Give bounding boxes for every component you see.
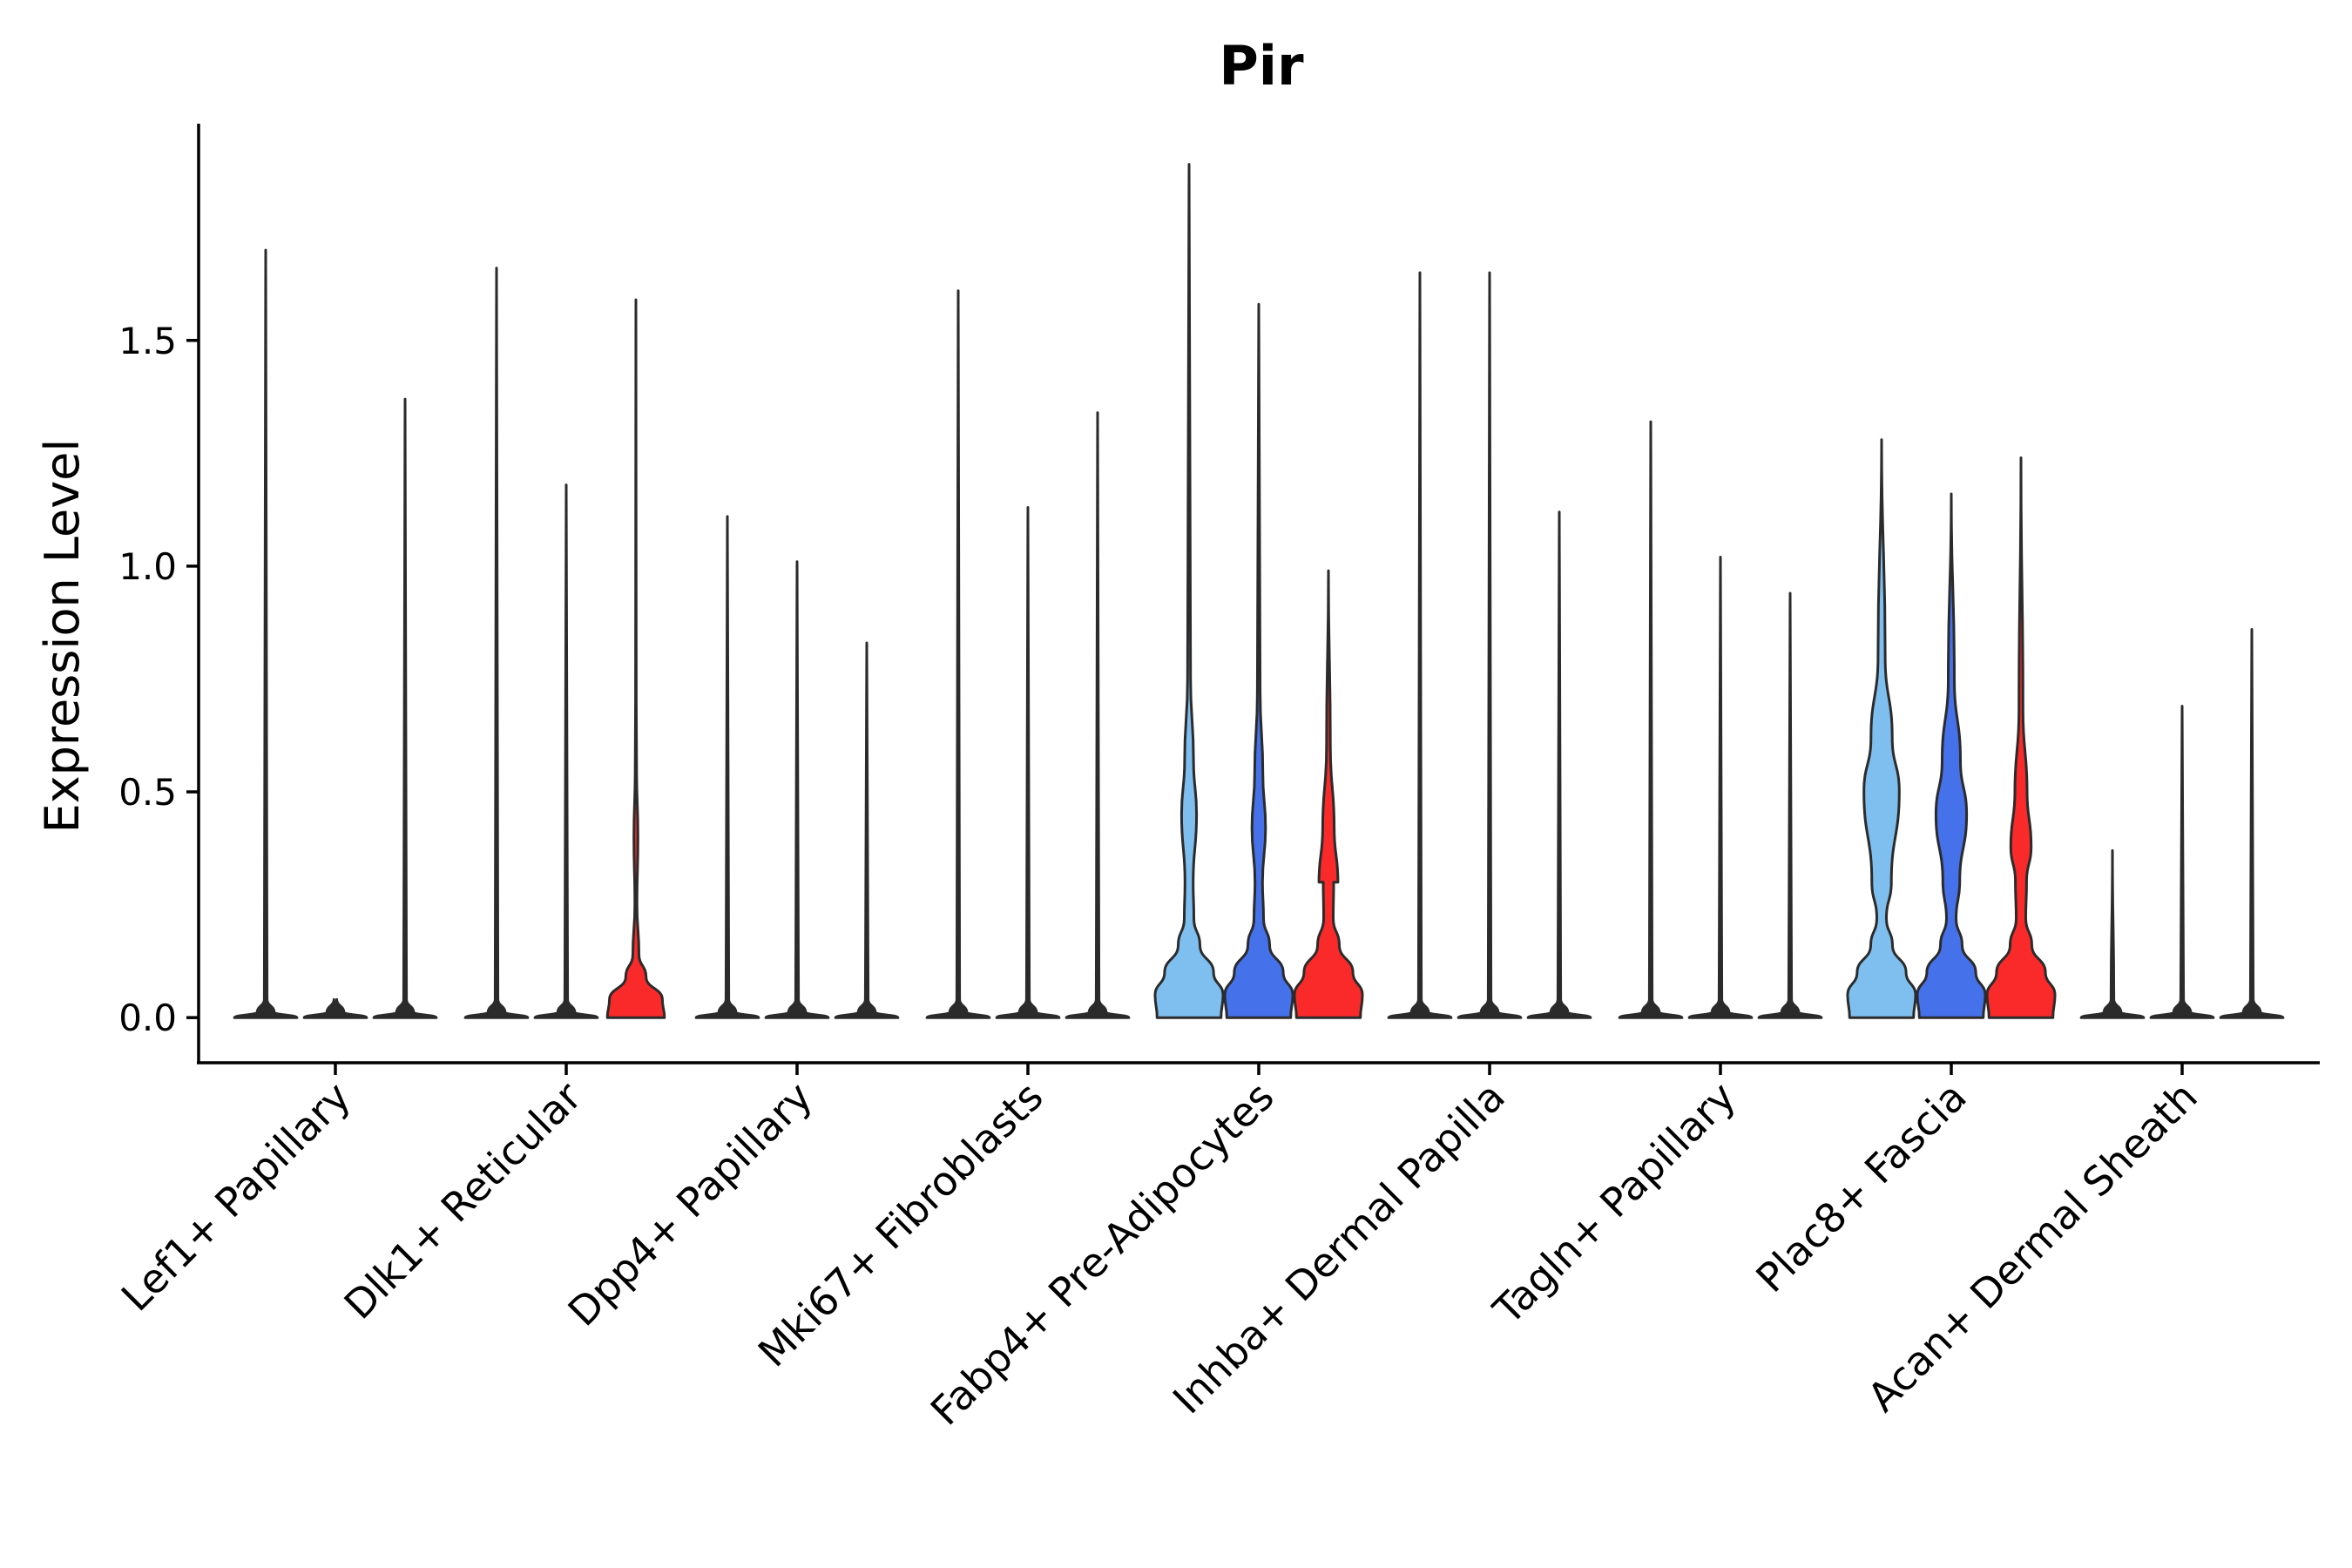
violin-2-acan-dermal-sheath — [2149, 705, 2215, 1019]
violin-1-tagln-papillary — [1618, 420, 1684, 1019]
violin-3-lef1-papillary — [372, 397, 438, 1019]
violin-3-tagln-papillary — [1757, 591, 1823, 1019]
y-tick-label: 0.0 — [118, 997, 177, 1039]
violin-2-dpp4-papillary — [764, 560, 830, 1019]
violin-2-inhba-dermal-papilla — [1456, 271, 1523, 1019]
violin-3-inhba-dermal-papilla — [1526, 510, 1592, 1019]
y-tick-label: 1.0 — [118, 545, 177, 588]
violin-1-lef1-papillary — [233, 248, 299, 1019]
y-axis-label: Expression Level — [35, 439, 90, 834]
violin-2-mki67-fibroblasts — [995, 506, 1061, 1019]
violin-3-plac8-fascia — [1985, 456, 2057, 1019]
violin-1-fabp4-pre-adipocytes — [1153, 163, 1225, 1019]
violin-1-inhba-dermal-papilla — [1387, 271, 1453, 1019]
violin-1-acan-dermal-sheath — [2079, 848, 2146, 1019]
x-tick-label: Dlk1+ Reticular — [335, 1073, 591, 1328]
violin-1-mki67-fibroblasts — [925, 289, 991, 1019]
x-tick-label: Plac8+ Fascia — [1747, 1073, 1975, 1301]
violin-3-dlk1-reticular — [605, 298, 666, 1019]
y-tick-label: 1.5 — [118, 320, 177, 362]
violin-3-dpp4-papillary — [834, 641, 900, 1019]
violin-2-tagln-papillary — [1687, 556, 1754, 1019]
violin-1-plac8-fascia — [1846, 438, 1917, 1019]
violin-1-dlk1-reticular — [463, 267, 530, 1019]
violin-3-acan-dermal-sheath — [2219, 628, 2285, 1019]
violin-2-dlk1-reticular — [533, 483, 599, 1019]
violin-3-fabp4-pre-adipocytes — [1293, 569, 1364, 1019]
chart-title: Pir — [1219, 34, 1304, 98]
violin-2-fabp4-pre-adipocytes — [1223, 302, 1294, 1019]
violin-1-dpp4-papillary — [694, 515, 760, 1019]
x-tick-label: Lef1+ Papillary — [112, 1073, 360, 1321]
x-tick-label: Dpp4+ Papillary — [559, 1073, 821, 1335]
y-ticks: 0.0 0.5 1.0 1.5 — [118, 320, 199, 1039]
violin-3-mki67-fibroblasts — [1064, 411, 1131, 1019]
y-tick-label: 0.5 — [118, 771, 177, 814]
violin-2-plac8-fascia — [1916, 492, 1987, 1019]
violin-group — [233, 163, 2285, 1019]
violin-2-lef1-papillary — [302, 997, 368, 1019]
x-tick-label: Tagln+ Papillary — [1484, 1073, 1745, 1335]
